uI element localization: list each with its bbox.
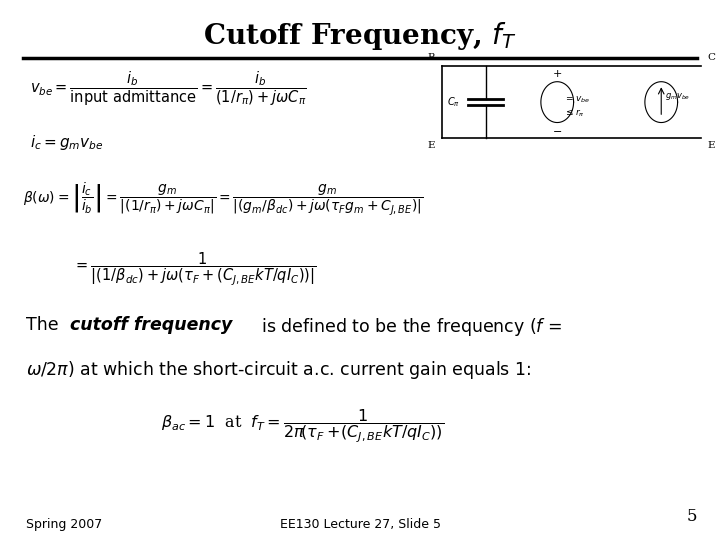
Text: +: + [552, 69, 562, 79]
Text: cutoff frequency: cutoff frequency [70, 316, 232, 334]
Text: B: B [428, 52, 436, 62]
Text: E: E [428, 141, 436, 150]
Text: $\omega/2\pi$) at which the short-circuit a.c. current gain equals 1:: $\omega/2\pi$) at which the short-circui… [27, 359, 531, 381]
Text: $g_m v_{be}$: $g_m v_{be}$ [665, 91, 690, 102]
Text: C: C [708, 52, 716, 62]
Text: EE130 Lecture 27, Slide 5: EE130 Lecture 27, Slide 5 [279, 517, 441, 531]
Text: $-$: $-$ [552, 125, 562, 135]
Text: $\beta_{ac} = 1$  at  $f_T = \dfrac{1}{2\pi\!\left(\tau_F + \!\left(C_{J,BE}kT/q: $\beta_{ac} = 1$ at $f_T = \dfrac{1}{2\p… [161, 407, 444, 444]
Text: $C_\pi$: $C_\pi$ [447, 95, 460, 109]
Text: $= v_{be}$: $= v_{be}$ [564, 94, 590, 105]
Text: $i_c = g_m v_{be}$: $i_c = g_m v_{be}$ [30, 133, 104, 152]
Text: E: E [708, 141, 716, 150]
Text: Cutoff Frequency, $f_T$: Cutoff Frequency, $f_T$ [203, 20, 517, 52]
Text: 5: 5 [687, 508, 697, 525]
Text: $v_{be} = \dfrac{i_b}{\mathrm{input\ admittance}} = \dfrac{i_b}{(1/r_{\pi})+ j\o: $v_{be} = \dfrac{i_b}{\mathrm{input\ adm… [30, 70, 307, 109]
Text: The: The [27, 316, 65, 334]
Text: $= \dfrac{1}{|(1/\beta_{dc})+ j\omega(\tau_F + (C_{J,BE}kT/qI_C))|}$: $= \dfrac{1}{|(1/\beta_{dc})+ j\omega(\t… [73, 251, 317, 288]
Text: Spring 2007: Spring 2007 [27, 517, 103, 531]
Text: $\beta(\omega) = \left|\dfrac{i_c}{i_b}\right| = \dfrac{g_m}{|(1/r_{\pi})+ j\ome: $\beta(\omega) = \left|\dfrac{i_c}{i_b}\… [23, 181, 423, 218]
Text: is defined to be the frequency ($f$ =: is defined to be the frequency ($f$ = [256, 316, 562, 338]
Text: $\leq r_\pi$: $\leq r_\pi$ [564, 107, 585, 119]
